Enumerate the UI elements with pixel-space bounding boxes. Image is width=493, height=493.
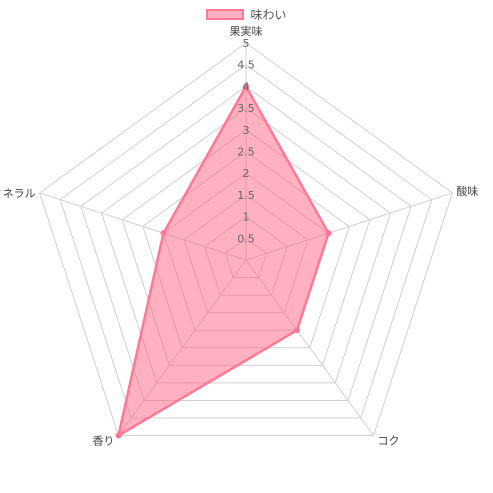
tick-label: 0.5: [237, 232, 255, 245]
tick-label: 1: [243, 211, 250, 224]
data-point: [115, 432, 122, 439]
axis-label: ミネラル: [0, 187, 36, 200]
tick-label: 5: [243, 37, 250, 50]
grid-ring: [121, 129, 371, 366]
data-point: [243, 83, 249, 90]
data-point: [294, 327, 301, 334]
axis-label: 果実味: [230, 24, 263, 38]
grid-ring: [59, 64, 433, 419]
tick-label: 2.5: [237, 146, 255, 159]
grid-ring: [100, 107, 392, 384]
tick-label: 2: [243, 167, 250, 180]
axis-label: 香り: [92, 435, 114, 448]
grid-ring: [80, 85, 412, 401]
tick-label: 3: [243, 124, 250, 137]
tick-label: 4.5: [237, 59, 255, 72]
grid-ring: [39, 42, 453, 437]
axis-label: 酸味: [456, 184, 478, 198]
tick-label: 1.5: [237, 189, 255, 202]
axis-label: コク: [378, 435, 400, 448]
legend[interactable]: 味わい: [0, 6, 493, 23]
series-area: [117, 85, 330, 437]
tick-label: 4: [243, 80, 250, 93]
data-point: [160, 230, 167, 237]
data-point: [325, 230, 332, 237]
tick-label: 3.5: [237, 102, 255, 115]
legend-label: 味わい: [250, 8, 287, 22]
legend-swatch: [206, 9, 245, 20]
